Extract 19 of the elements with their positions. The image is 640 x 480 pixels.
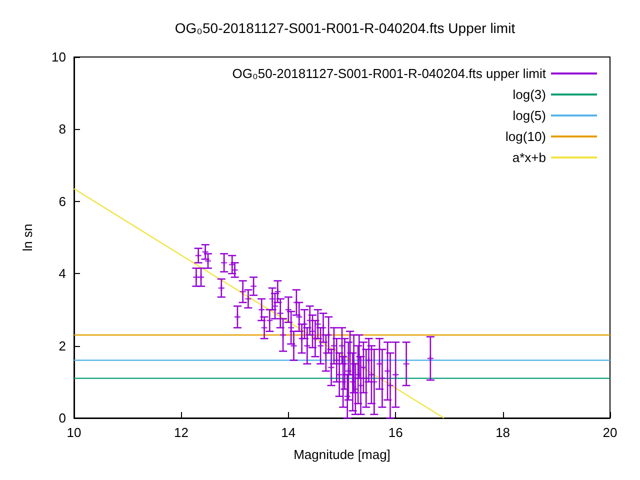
chart-title: OG₀50-20181127-S001-R001-R-040204.fts Upper limit <box>174 20 516 36</box>
y-tick-label: 6 <box>58 194 66 209</box>
legend-label: log(3) <box>512 87 546 102</box>
legend-label: log(10) <box>506 129 546 144</box>
x-tick-label: 14 <box>281 425 296 440</box>
x-axis-title: Magnitude [mag] <box>294 447 390 462</box>
legend-label: OG₀50-20181127-S001-R001-R-040204.fts upper limit <box>232 66 546 81</box>
x-tick-label: 16 <box>388 425 403 440</box>
x-tick-label: 18 <box>496 425 510 440</box>
y-tick-label: 4 <box>58 266 66 282</box>
y-tick-label: 10 <box>52 50 66 64</box>
y-axis-title: ln sn <box>20 224 35 252</box>
y-tick-label: 8 <box>58 122 66 137</box>
legend-label: a*x+b <box>512 150 546 165</box>
x-tick-label: 20 <box>602 425 618 440</box>
legend-label: log(5) <box>512 108 546 123</box>
y-tick-label: 2 <box>58 338 66 354</box>
y-tick-label: 0 <box>58 410 66 426</box>
x-tick-label: 12 <box>174 425 188 440</box>
